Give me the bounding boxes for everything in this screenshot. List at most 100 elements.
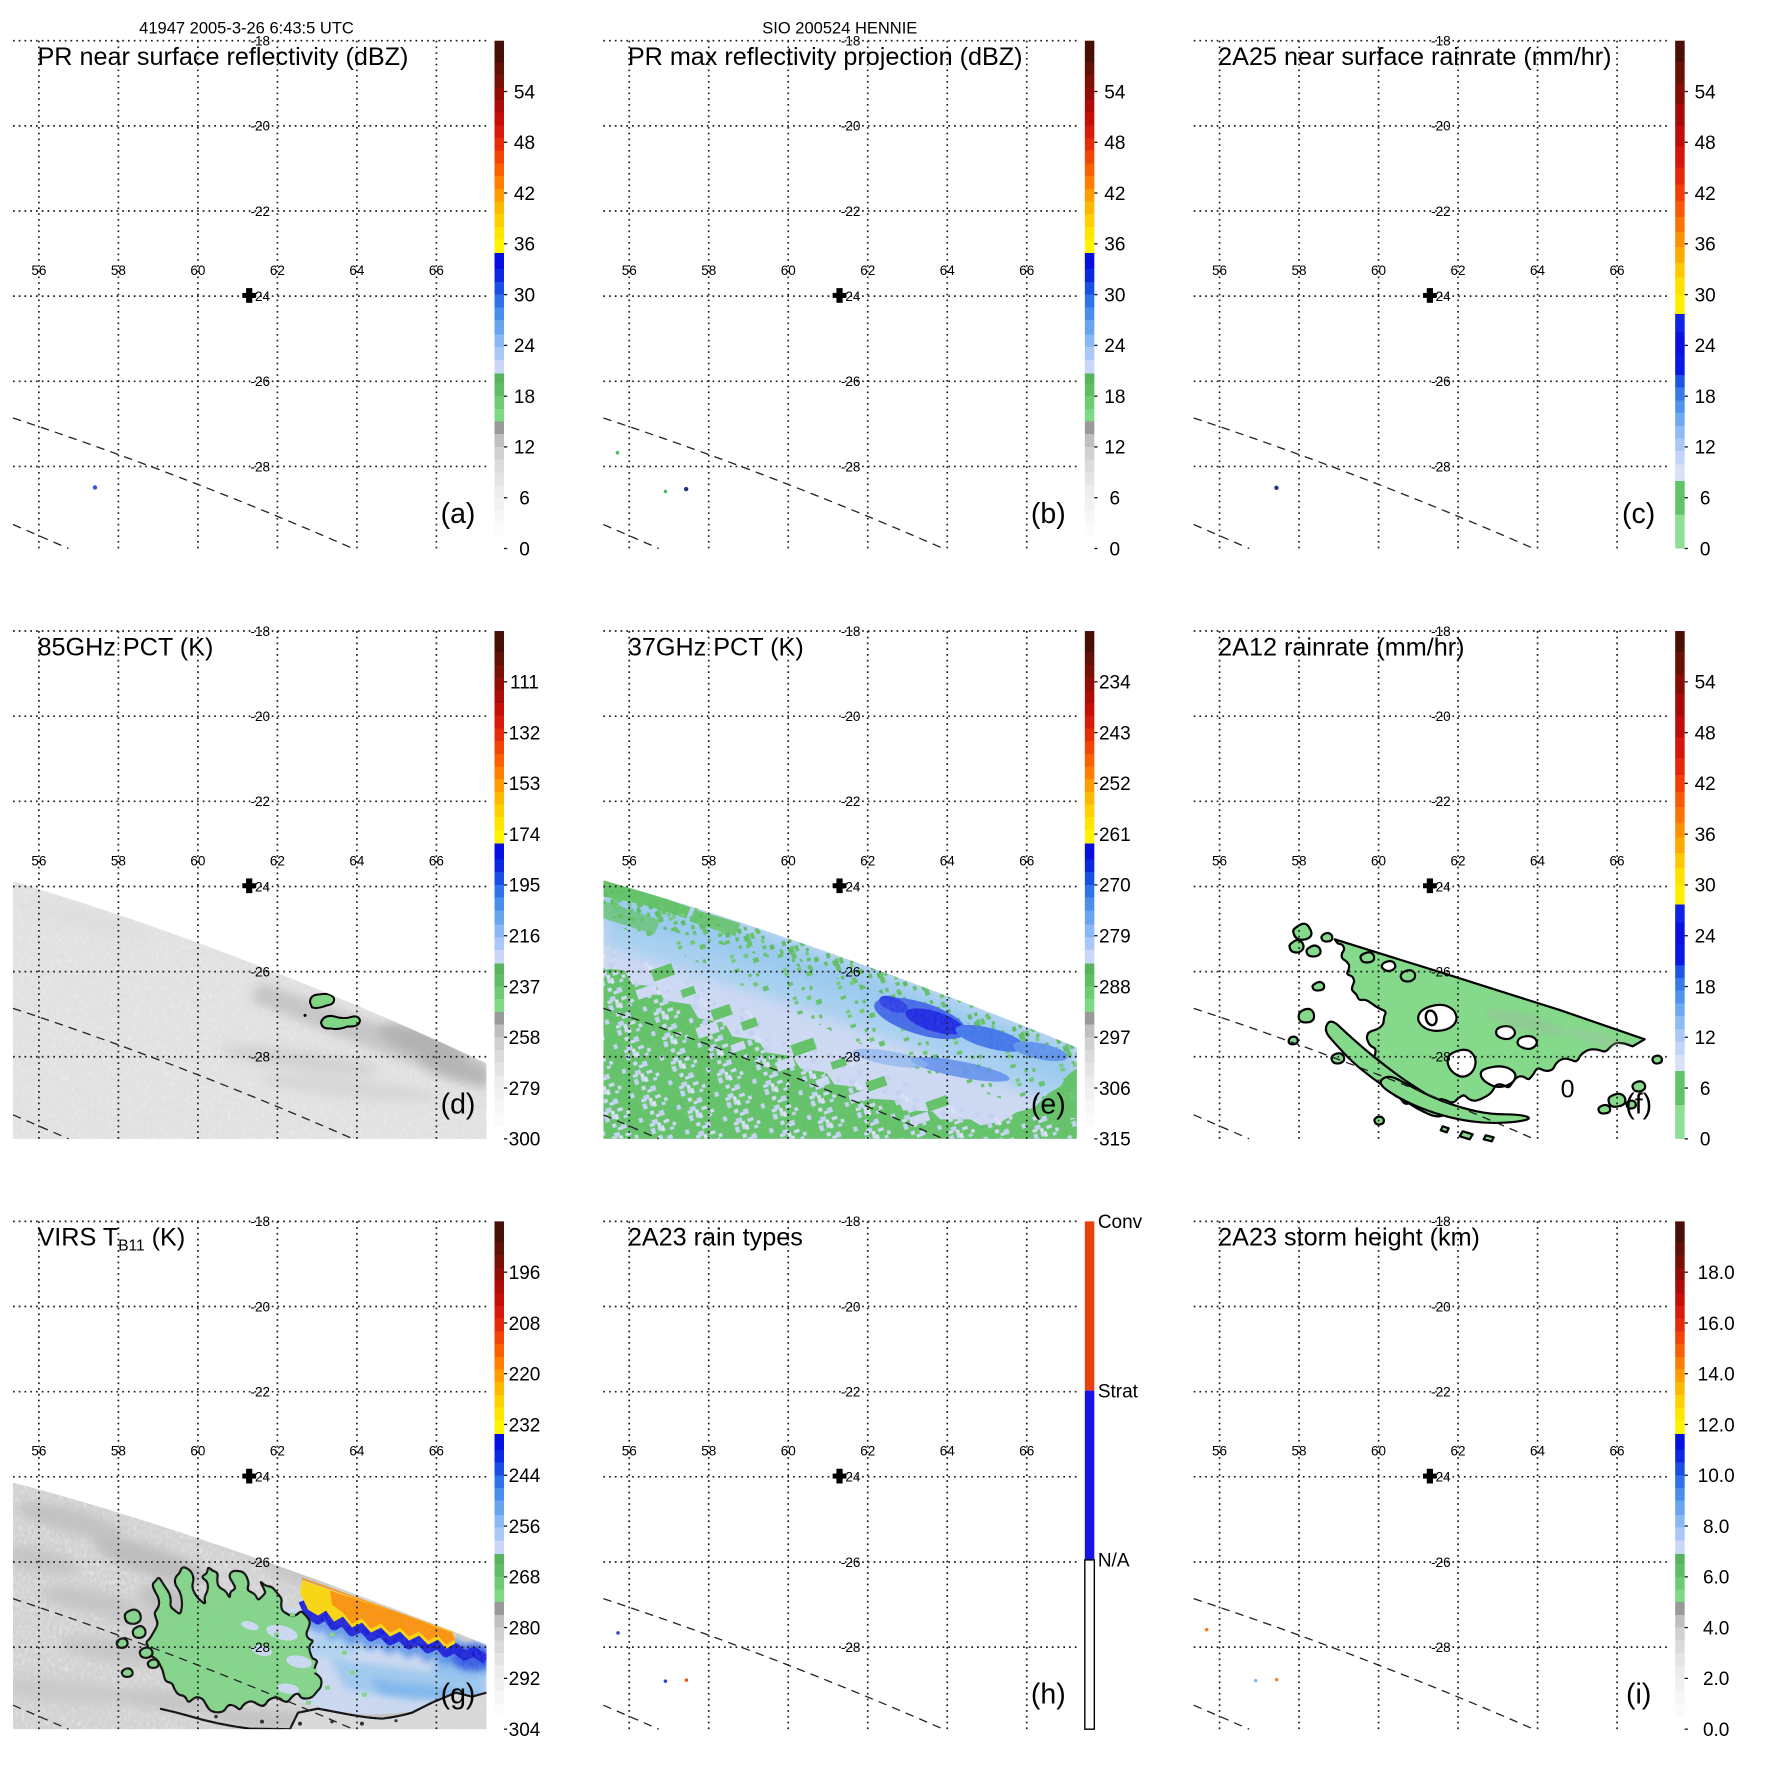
- svg-text:-18: -18: [251, 624, 271, 639]
- svg-text:153: 153: [509, 774, 541, 795]
- svg-text:196: 196: [509, 1263, 541, 1284]
- svg-text:54: 54: [1104, 82, 1126, 103]
- svg-text:30: 30: [1104, 285, 1125, 306]
- svg-text:56: 56: [31, 853, 46, 868]
- svg-text:56: 56: [622, 263, 637, 278]
- svg-text:243: 243: [1099, 723, 1131, 744]
- svg-text:18.0: 18.0: [1698, 1263, 1735, 1284]
- svg-text:48: 48: [1695, 723, 1716, 744]
- svg-text:256: 256: [509, 1517, 541, 1538]
- svg-text:(i): (i): [1626, 1679, 1651, 1711]
- svg-text:60: 60: [190, 853, 205, 868]
- svg-text:PR max reflectivity projection: PR max reflectivity projection (dBZ): [628, 43, 1023, 71]
- svg-text:12: 12: [1104, 438, 1125, 459]
- svg-text:-22: -22: [841, 1384, 861, 1399]
- svg-text:195: 195: [509, 876, 541, 897]
- svg-text:111: 111: [510, 673, 539, 694]
- svg-text:60: 60: [1371, 263, 1386, 278]
- svg-text:0: 0: [1561, 1075, 1575, 1103]
- svg-text:VIRS TB11 (K): VIRS TB11 (K): [38, 1224, 186, 1255]
- svg-text:PR near surface reflectivity (: PR near surface reflectivity (dBZ): [38, 43, 409, 71]
- svg-text:62: 62: [270, 263, 285, 278]
- svg-text:-26: -26: [1431, 374, 1451, 389]
- svg-text:58: 58: [111, 853, 126, 868]
- svg-text:-26: -26: [841, 1555, 861, 1570]
- svg-text:2A25 near surface rainrate (mm: 2A25 near surface rainrate (mm/hr): [1218, 43, 1611, 71]
- svg-text:-24: -24: [1431, 289, 1451, 304]
- svg-text:-24: -24: [251, 1470, 271, 1485]
- svg-text:(d): (d): [441, 1088, 476, 1120]
- svg-text:62: 62: [1451, 853, 1466, 868]
- svg-text:-18: -18: [251, 34, 271, 49]
- svg-text:-28: -28: [841, 1050, 861, 1065]
- svg-text:132: 132: [509, 723, 541, 744]
- svg-text:2A23 storm height (km): 2A23 storm height (km): [1218, 1224, 1480, 1252]
- svg-text:-26: -26: [841, 964, 861, 979]
- svg-text:315: 315: [1099, 1130, 1131, 1151]
- svg-text:306: 306: [1099, 1079, 1131, 1100]
- svg-text:10.0: 10.0: [1698, 1466, 1735, 1487]
- svg-text:58: 58: [111, 1444, 126, 1459]
- svg-text:216: 216: [509, 927, 541, 948]
- svg-text:12: 12: [514, 438, 535, 459]
- svg-text:-20: -20: [1431, 709, 1451, 724]
- svg-text:6: 6: [1110, 489, 1121, 510]
- svg-text:36: 36: [1695, 235, 1716, 256]
- svg-text:42: 42: [1695, 184, 1716, 205]
- svg-text:42: 42: [1695, 774, 1716, 795]
- svg-text:85GHz PCT (K): 85GHz PCT (K): [38, 633, 214, 661]
- svg-text:66: 66: [429, 1444, 444, 1459]
- svg-text:-22: -22: [1431, 794, 1451, 809]
- svg-text:48: 48: [1104, 133, 1125, 154]
- svg-text:-24: -24: [1431, 1470, 1451, 1485]
- svg-text:-28: -28: [1431, 1050, 1451, 1065]
- svg-text:64: 64: [1530, 263, 1546, 278]
- svg-text:62: 62: [270, 1444, 285, 1459]
- svg-text:-24: -24: [1431, 879, 1451, 894]
- svg-text:304: 304: [509, 1720, 541, 1741]
- svg-text:-20: -20: [841, 119, 861, 134]
- svg-text:64: 64: [349, 853, 365, 868]
- svg-text:(h): (h): [1031, 1679, 1066, 1711]
- svg-text:-18: -18: [1431, 624, 1451, 639]
- svg-text:66: 66: [429, 263, 444, 278]
- svg-text:-20: -20: [251, 1299, 271, 1314]
- svg-text:4.0: 4.0: [1703, 1618, 1729, 1639]
- svg-text:62: 62: [270, 853, 285, 868]
- svg-text:6: 6: [1700, 1079, 1711, 1100]
- svg-text:16.0: 16.0: [1698, 1314, 1735, 1335]
- svg-text:-24: -24: [251, 879, 271, 894]
- svg-text:12: 12: [1695, 1028, 1716, 1049]
- svg-text:-20: -20: [1431, 119, 1451, 134]
- svg-text:0: 0: [519, 539, 530, 560]
- svg-text:66: 66: [1610, 1444, 1625, 1459]
- svg-text:30: 30: [514, 285, 535, 306]
- svg-text:-20: -20: [251, 119, 271, 134]
- svg-text:-22: -22: [251, 1384, 271, 1399]
- svg-text:64: 64: [940, 1444, 956, 1459]
- svg-text:6: 6: [1700, 489, 1711, 510]
- svg-text:(e): (e): [1031, 1088, 1066, 1120]
- svg-text:268: 268: [509, 1568, 541, 1589]
- svg-text:-26: -26: [1431, 964, 1451, 979]
- svg-text:58: 58: [701, 1444, 716, 1459]
- svg-text:48: 48: [514, 133, 535, 154]
- svg-text:30: 30: [1695, 285, 1716, 306]
- svg-text:-24: -24: [251, 289, 271, 304]
- svg-text:-26: -26: [251, 964, 271, 979]
- svg-text:(a): (a): [441, 498, 476, 530]
- svg-text:60: 60: [781, 263, 796, 278]
- svg-text:-18: -18: [841, 624, 861, 639]
- svg-text:66: 66: [1019, 263, 1034, 278]
- svg-text:-28: -28: [841, 1640, 861, 1655]
- svg-text:62: 62: [860, 1444, 875, 1459]
- svg-text:56: 56: [622, 1444, 637, 1459]
- svg-text:24: 24: [1104, 336, 1126, 357]
- svg-text:56: 56: [1212, 853, 1227, 868]
- svg-text:64: 64: [349, 263, 365, 278]
- svg-text:58: 58: [1292, 1444, 1307, 1459]
- svg-text:12.0: 12.0: [1698, 1415, 1735, 1436]
- svg-text:66: 66: [1610, 853, 1625, 868]
- svg-text:-20: -20: [251, 709, 271, 724]
- svg-text:58: 58: [1292, 263, 1307, 278]
